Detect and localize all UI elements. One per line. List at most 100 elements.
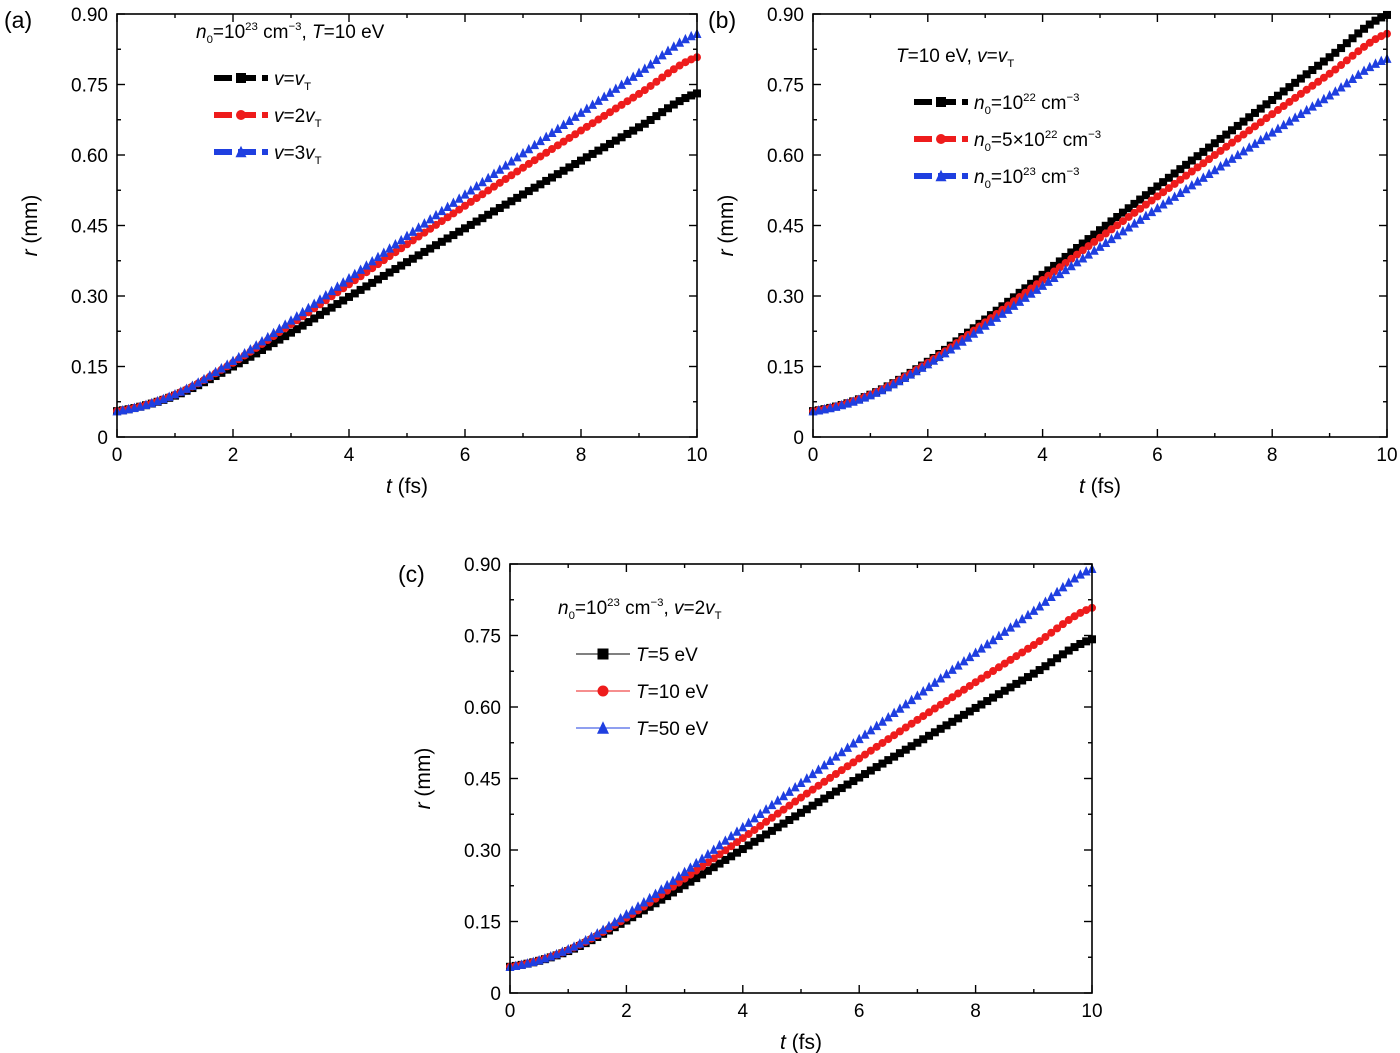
data-point [1017,613,1027,624]
data-point [379,256,388,265]
data-point [431,209,441,220]
data-point [837,766,846,775]
data-point [980,320,990,330]
data-point [877,716,887,726]
series-v=3vT [112,28,702,416]
data-point [1187,167,1196,176]
data-point [732,848,741,857]
data-point [1064,616,1073,625]
data-point [709,854,718,863]
data-point [1245,113,1254,122]
data-point [855,773,864,782]
data-point [1342,56,1351,65]
data-point [1067,248,1076,257]
data-point [1070,643,1079,652]
data-point [732,826,742,836]
data-point [959,655,969,666]
data-point [344,272,354,283]
y-tick-label: 0.75 [71,76,108,97]
data-point [1296,89,1305,98]
data-point [1064,577,1074,587]
data-point [228,355,238,366]
data-point [669,100,678,109]
data-point [721,855,730,864]
data-point [888,379,898,389]
data-point [1032,284,1042,294]
data-point [645,892,655,903]
data-point [611,104,620,113]
data-point [1018,676,1027,685]
data-point [767,799,777,810]
legend-label: n0​=1023​ cm−3​ [974,166,1079,191]
data-point [843,742,853,752]
x-tick-label: 2 [228,445,239,466]
data-point [287,328,295,337]
data-point [455,227,464,236]
x-tick-label: 8 [970,1001,981,1022]
data-point [246,352,255,361]
legend-label: v=2vT​ [274,106,322,130]
legend-marker [235,145,247,158]
data-point [906,369,916,379]
data-point [622,75,632,85]
data-point [1021,284,1030,293]
legend-marker [236,110,246,120]
legend-condition: T=10 eV, v=vT​ [896,46,1014,70]
data-point [1000,686,1009,695]
data-point [1053,624,1062,633]
data-point [1267,127,1277,137]
data-point [640,86,649,95]
data-point [986,316,996,326]
data-point [1302,70,1311,79]
data-point [489,168,499,178]
data-point [1325,53,1334,62]
data-point [936,700,945,709]
data-point [565,133,574,142]
data-point [1095,241,1105,251]
data-point [890,731,899,740]
data-point [530,183,539,192]
data-point [907,694,917,705]
data-point [1055,257,1064,266]
data-point [245,344,255,354]
data-point [303,302,313,313]
data-point [274,323,284,333]
data-point [971,703,980,712]
data-point [599,91,609,101]
data-point [1227,153,1237,163]
data-point [652,112,661,121]
data-point [1268,96,1277,105]
data-point [292,311,302,321]
data-point [866,746,875,755]
data-point [315,294,325,304]
data-point [1296,108,1306,119]
data-point [455,205,464,214]
data-point [275,335,284,344]
series-T=10 eV [506,603,1096,971]
data-point [542,148,551,157]
data-point [577,126,585,135]
data-point [940,347,950,358]
data-point [1090,230,1099,239]
data-point [872,720,882,731]
legend: n0​=1023​ cm−3​, v=2vT​ T=5 eV T=10 eV T=50… [558,597,722,740]
data-point [900,372,910,383]
data-point [1000,626,1010,636]
data-point [1130,208,1139,217]
legend-item: v=3vT​ [214,143,322,167]
data-point [796,777,806,787]
legend-condition: n0​=1023​ cm−3​, v=2vT​ [558,597,722,622]
data-point [604,920,614,931]
data-point [563,943,573,954]
data-point [356,264,366,274]
data-point [1049,272,1059,282]
data-point [338,277,348,287]
data-point [1348,73,1358,84]
data-point [1193,152,1202,161]
panel-c: 0 2 4 6 8 10 0 0.15 0.30 0.45 0.60 0.75 0.90 t (fs) r … [398,555,1103,1053]
data-point [948,717,957,726]
data-point [953,660,963,670]
data-point [598,924,608,934]
data-point [756,834,765,843]
data-point [698,870,707,879]
